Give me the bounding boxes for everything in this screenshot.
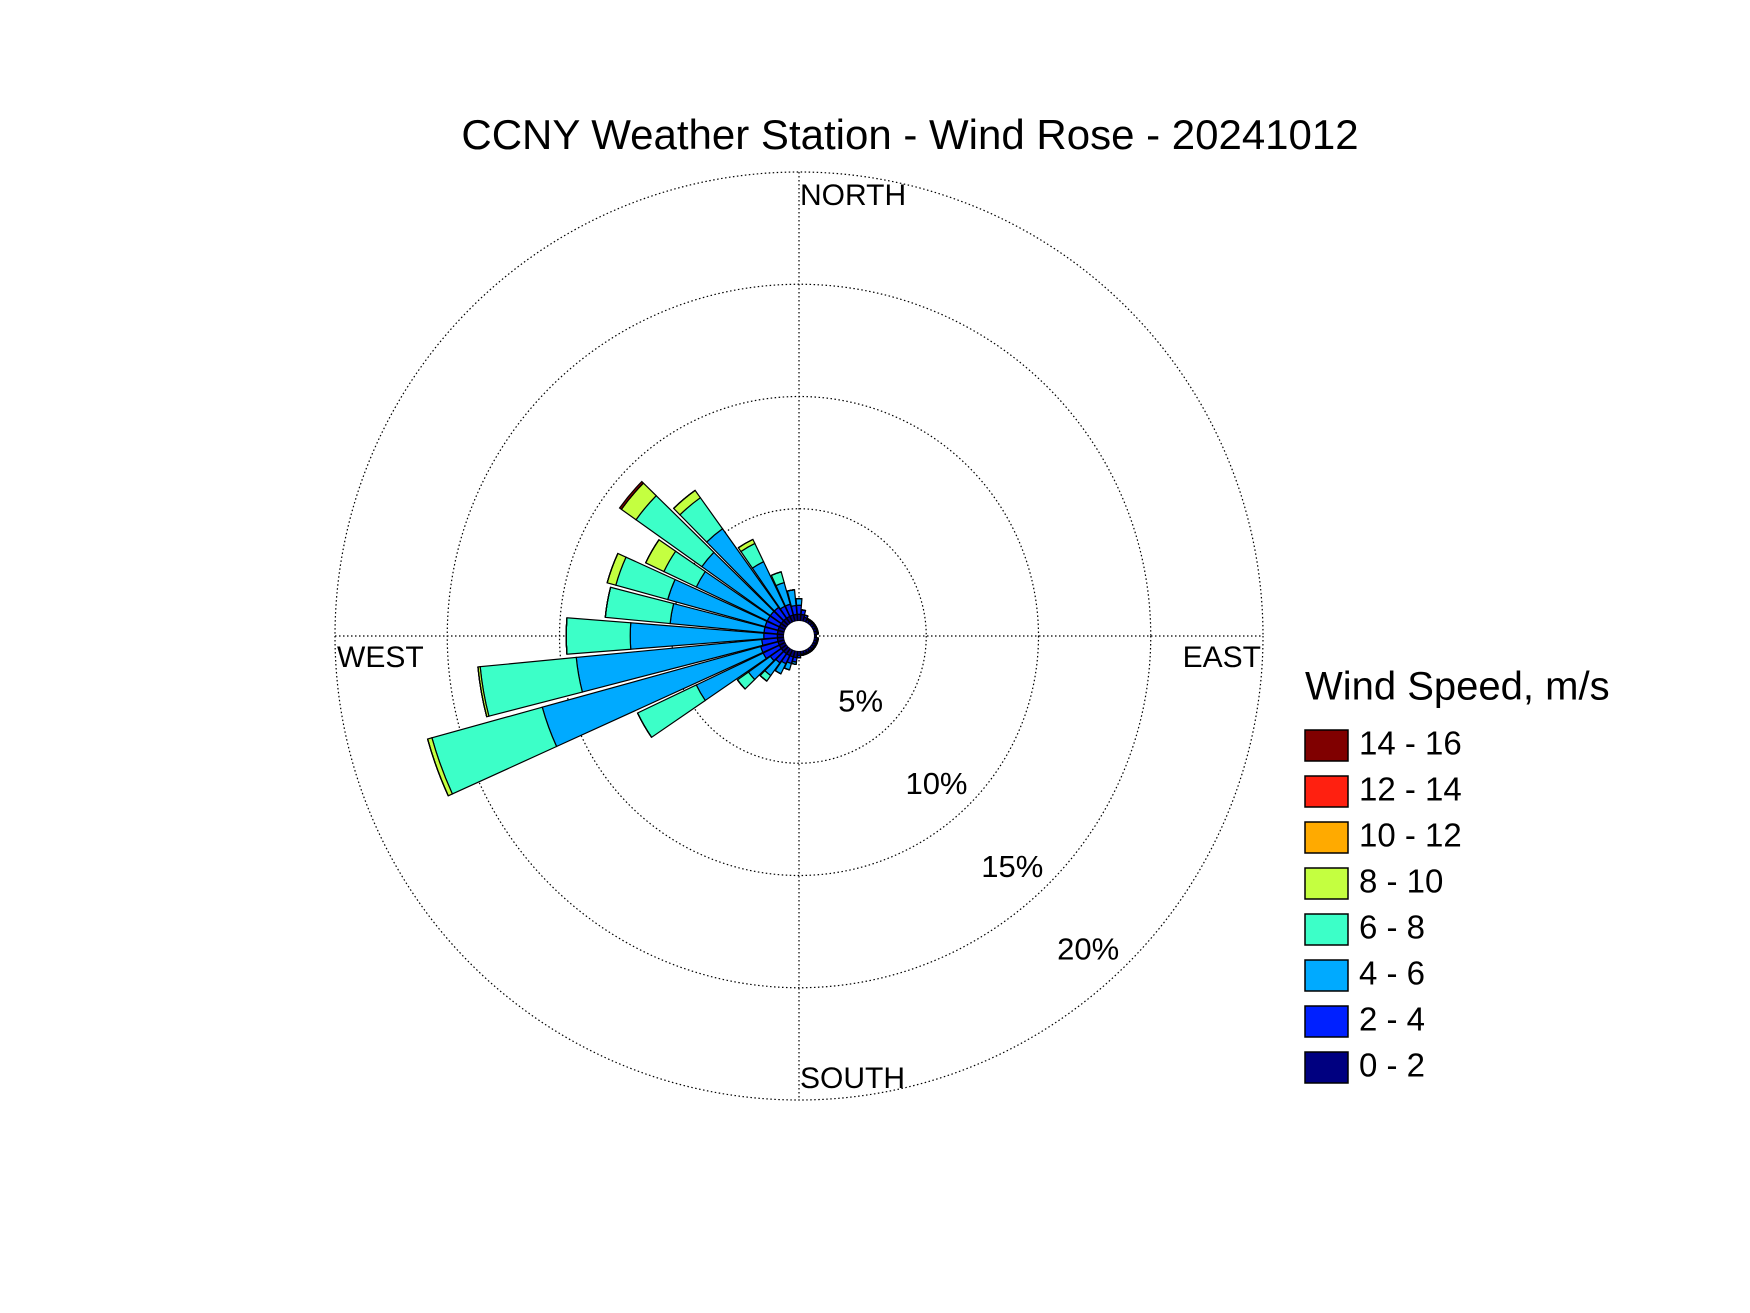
wind-segment [565,617,632,655]
wind-segment [801,609,806,612]
wind-segment [738,538,754,549]
direction-label: NORTH [800,179,906,212]
legend-label: 4 - 6 [1359,955,1425,992]
legend-swatch [1304,867,1349,900]
legend-title: Wind Speed, m/s [1305,665,1610,709]
wind-segment [636,712,653,738]
direction-label: EAST [1183,641,1261,674]
legend-swatch [1304,1005,1349,1038]
wind-segment [817,637,819,642]
wind-segment [784,667,790,671]
legend-label: 10 - 12 [1359,817,1462,854]
chart-title: CCNY Weather Station - Wind Rose - 20241… [461,111,1358,158]
wind-segment [804,614,809,617]
wind-segment [606,553,619,583]
legend-swatch [1304,913,1349,946]
wind-segment [817,630,819,635]
r-tick-label: 15% [981,849,1043,884]
grid-ring [671,508,927,764]
legend-swatch [1304,821,1349,854]
grid-ring [446,283,1152,989]
wind-segment [673,489,696,509]
legend-label: 6 - 8 [1359,909,1425,946]
legend-swatch [1304,729,1349,762]
wind-segment [645,539,660,564]
legend-label: 0 - 2 [1359,1047,1425,1084]
legend-label: 14 - 16 [1359,725,1462,762]
r-tick-label: 10% [905,766,967,801]
r-tick-label: 20% [1057,932,1119,967]
center-hole [784,621,814,651]
wind-segment [736,679,746,690]
legend-swatch [1304,959,1349,992]
r-tick-label: 5% [838,683,883,718]
direction-label: WEST [337,641,424,674]
legend-label: 8 - 10 [1359,863,1443,900]
wind-segment [604,587,612,618]
grid-ring [558,395,1040,877]
legend-label: 2 - 4 [1359,1001,1425,1038]
wind-segment [759,675,768,682]
legend-label: 12 - 14 [1359,771,1462,808]
wind-segment [800,654,805,656]
grid-ring [334,171,1264,1101]
wind-segment [618,480,645,511]
legend-swatch [1304,1051,1349,1084]
direction-label: SOUTH [800,1062,905,1095]
wind-segment [795,597,803,607]
wind-segment [477,666,488,717]
wind-segment [791,662,797,665]
legend-swatch [1304,775,1349,808]
wind-segment [774,670,782,675]
